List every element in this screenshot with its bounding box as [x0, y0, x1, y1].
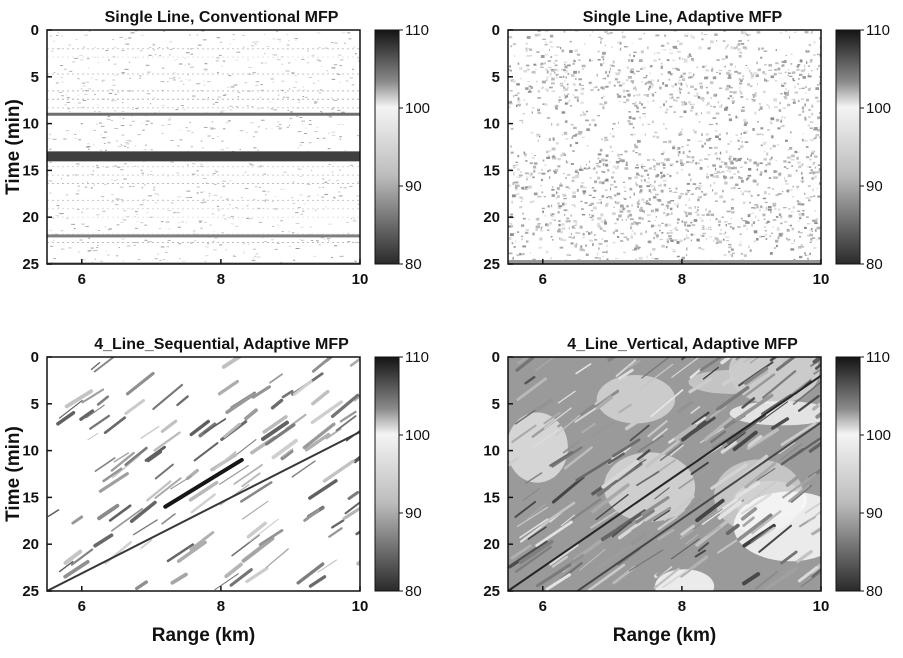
colorbar-tick-2-0: 110: [866, 22, 890, 39]
colorbar-tick-4-1: 100: [866, 427, 891, 444]
band-mark-1-2: [47, 151, 360, 162]
y-tick-label-1-1: 5: [31, 69, 39, 86]
y-tick-label-2-0: 0: [492, 22, 500, 39]
y-tick-label-4-1: 5: [492, 396, 500, 413]
colorbar-tick-1-2: 90: [405, 178, 422, 195]
colorbar-tick-3-0: 110: [405, 349, 429, 366]
heatmap-3: [47, 357, 360, 591]
colorbar-tick-4-3: 80: [866, 583, 883, 600]
track-mark-3-2: [163, 457, 244, 509]
x-tick-label-4-1: 8: [678, 598, 686, 615]
colorbar-4: 110 100 90 80: [835, 349, 891, 600]
colorbar-tick-4-2: 90: [866, 505, 883, 522]
x-tick-label-3-1: 8: [217, 598, 225, 615]
colorbar-3: 110 100 90 80: [374, 349, 430, 600]
plot-frame: [46, 29, 361, 265]
track-mark-3-1: [47, 430, 360, 591]
x-tick-label-2-0: 6: [539, 271, 547, 288]
track-mark-4-1: [508, 374, 821, 591]
y-tick-label-1-4: 20: [22, 209, 39, 226]
panel-title-1: Single Line, Conventional MFP: [105, 9, 339, 26]
x-axis-label-4: Range (km): [613, 625, 716, 646]
colorbar-tick-2-1: 100: [866, 100, 891, 117]
y-tick-label-2-2: 10: [483, 116, 500, 133]
panel-title-2: Single Line, Adaptive MFP: [583, 9, 783, 26]
x-tick-label-2-1: 8: [678, 271, 686, 288]
x-tick-label-2-2: 10: [813, 271, 830, 288]
track-mark-4-2: [576, 421, 821, 591]
y-tick-label-3-3: 15: [22, 489, 39, 506]
y-tick-label-1-3: 15: [22, 162, 39, 179]
panel-3: 4_Line_Sequential, Adaptive MFP 0 5 10 15 20 2…: [3, 336, 430, 646]
colorbar-tick-3-3: 80: [405, 583, 422, 600]
panel-1: Single Line, Conventional MFP 0 5 10 15 20 25 6…: [3, 9, 430, 288]
y-tick-label-4-0: 0: [492, 349, 500, 366]
x-tick-label-3-2: 10: [352, 598, 369, 615]
panel-2: Single Line, Adaptive MFP 0 5 10 15 20 25 6 8 10 1…: [483, 9, 891, 288]
colorbar-tick-2-2: 90: [866, 178, 883, 195]
plot-frame: [46, 356, 361, 592]
y-tick-label-2-4: 20: [483, 209, 500, 226]
y-tick-label-3-2: 10: [22, 443, 39, 460]
y-tick-label-3-1: 5: [31, 396, 39, 413]
band-mark-1-1: [47, 112, 360, 116]
y-tick-label-4-5: 25: [483, 583, 500, 600]
colorbar-tick-1-1: 100: [405, 100, 430, 117]
x-tick-label-1-2: 10: [352, 271, 369, 288]
panel-title-4: 4_Line_Vertical, Adaptive MFP: [567, 336, 798, 353]
panel-4: 4_Line_Vertical, Adaptive MFP 0 5 10 15 20 25 6…: [483, 336, 891, 646]
y-tick-label-3-4: 20: [22, 536, 39, 553]
x-axis-label-3: Range (km): [152, 625, 255, 646]
colorbar-1: 110 100 90 80: [374, 22, 430, 273]
x-tick-label-1-0: 6: [78, 271, 86, 288]
heatmap-4: [508, 357, 821, 591]
colorbar-tick-1-0: 110: [405, 22, 429, 39]
x-tick-label-1-1: 8: [217, 271, 225, 288]
y-tick-label-2-3: 15: [483, 162, 500, 179]
panel-title-3: 4_Line_Sequential, Adaptive MFP: [94, 336, 349, 353]
heatmap-2: [508, 30, 821, 264]
y-tick-label-2-5: 25: [483, 256, 500, 273]
y-tick-label-3-5: 25: [22, 583, 39, 600]
colorbar-tick-4-0: 110: [866, 349, 890, 366]
y-axis-label-1: Time (min): [3, 99, 24, 195]
plot-frame: [507, 29, 822, 265]
y-tick-label-1-2: 10: [22, 116, 39, 133]
x-tick-label-4-2: 10: [813, 598, 830, 615]
band-mark-1-3: [47, 234, 360, 238]
plot-frame: [507, 356, 822, 592]
y-axis-label-3: Time (min): [3, 426, 24, 522]
colorbar-tick-1-3: 80: [405, 256, 422, 273]
y-tick-label-3-0: 0: [31, 349, 39, 366]
y-tick-label-4-3: 15: [483, 489, 500, 506]
colorbar-tick-3-1: 100: [405, 427, 430, 444]
y-tick-label-2-1: 5: [492, 69, 500, 86]
x-tick-label-4-0: 6: [539, 598, 547, 615]
x-tick-label-3-0: 6: [78, 598, 86, 615]
colorbar-tick-2-3: 80: [866, 256, 883, 273]
y-tick-label-1-5: 25: [22, 256, 39, 273]
heatmap-1: [47, 30, 360, 264]
colorbar-2: 110 100 90 80: [835, 22, 891, 273]
y-tick-label-4-2: 10: [483, 443, 500, 460]
y-tick-label-4-4: 20: [483, 536, 500, 553]
y-tick-label-1-0: 0: [31, 22, 39, 39]
colorbar-tick-3-2: 90: [405, 505, 422, 522]
